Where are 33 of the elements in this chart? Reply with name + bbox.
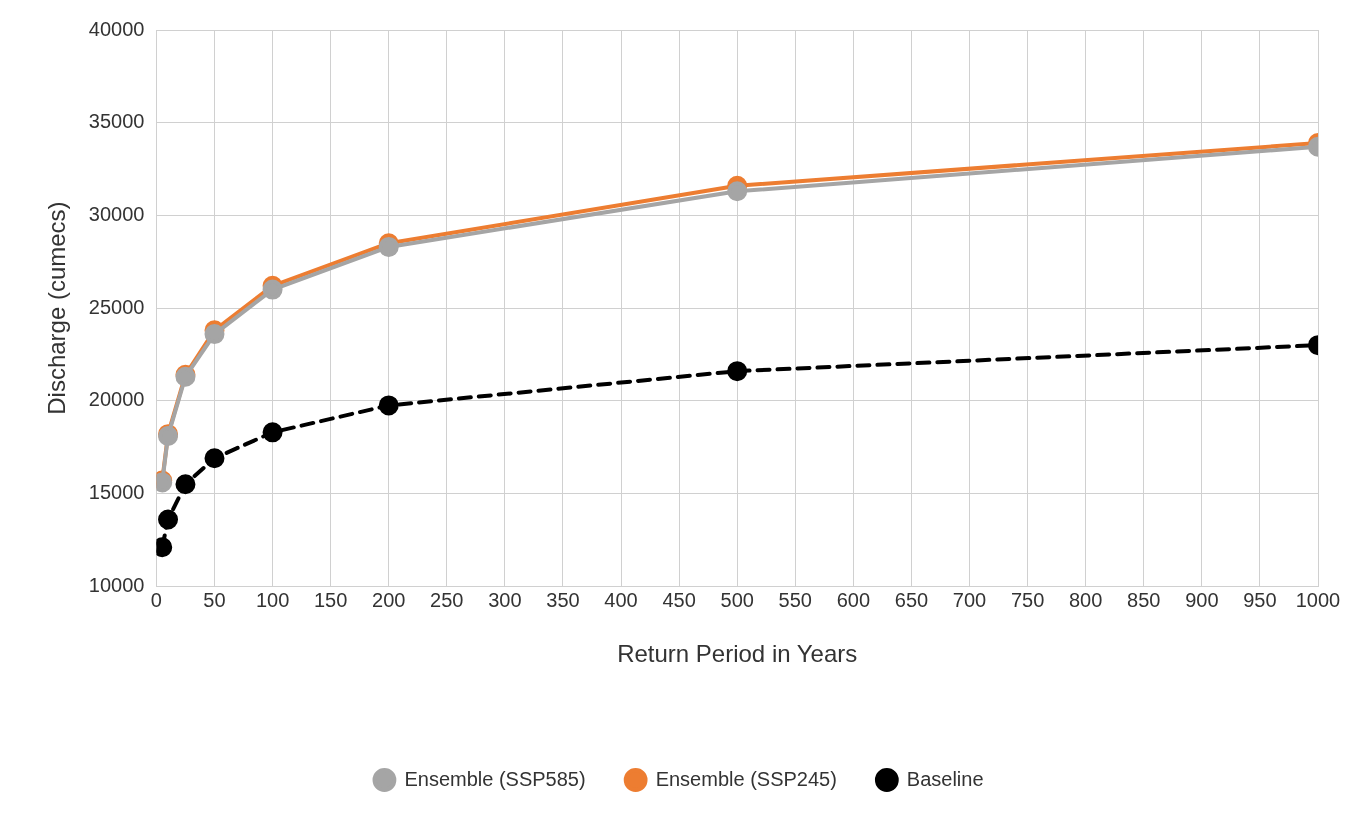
x-tick-label: 200 bbox=[372, 588, 406, 611]
legend-label: Ensemble (SSP245) bbox=[655, 767, 837, 790]
x-tick-label: 900 bbox=[1185, 588, 1219, 611]
x-tick-label: 950 bbox=[1243, 588, 1277, 611]
y-tick-label: 40000 bbox=[88, 17, 145, 40]
x-tick-label: 650 bbox=[894, 588, 929, 611]
x-tick-label: 250 bbox=[430, 588, 464, 611]
x-tick-label: 450 bbox=[662, 588, 696, 611]
x-tick-label: 600 bbox=[836, 588, 871, 611]
x-tick-label: 150 bbox=[313, 588, 348, 611]
legend-label: Baseline bbox=[906, 767, 984, 790]
x-tick-label: 700 bbox=[952, 588, 987, 611]
x-tick-label: 1000 bbox=[1295, 588, 1341, 611]
y-tick-label: 20000 bbox=[88, 388, 145, 411]
x-tick-label: 750 bbox=[1010, 588, 1045, 611]
y-tick-label: 25000 bbox=[88, 295, 145, 318]
x-tick-label: 50 bbox=[203, 588, 226, 611]
x-tick-label: 500 bbox=[720, 588, 754, 611]
y-tick-label: 30000 bbox=[88, 202, 145, 225]
x-tick-label: 800 bbox=[1069, 588, 1103, 611]
x-tick-label: 100 bbox=[255, 588, 290, 611]
x-tick-label: 550 bbox=[778, 588, 812, 611]
x-tick-label: 850 bbox=[1127, 588, 1161, 611]
x-tick-label: 300 bbox=[488, 588, 522, 611]
x-tick-label: 0 bbox=[150, 588, 162, 611]
x-tick-label: 400 bbox=[604, 588, 638, 611]
x-tick-label: 350 bbox=[546, 588, 580, 611]
y-tick-label: 15000 bbox=[88, 481, 145, 504]
y-tick-label: 35000 bbox=[88, 110, 145, 133]
y-axis-title: Discharge (cumecs) bbox=[43, 201, 71, 415]
legend-label: Ensemble (SSP585) bbox=[404, 767, 586, 790]
x-axis-title: Return Period in Years bbox=[617, 640, 858, 668]
y-tick-label: 10000 bbox=[88, 573, 145, 596]
